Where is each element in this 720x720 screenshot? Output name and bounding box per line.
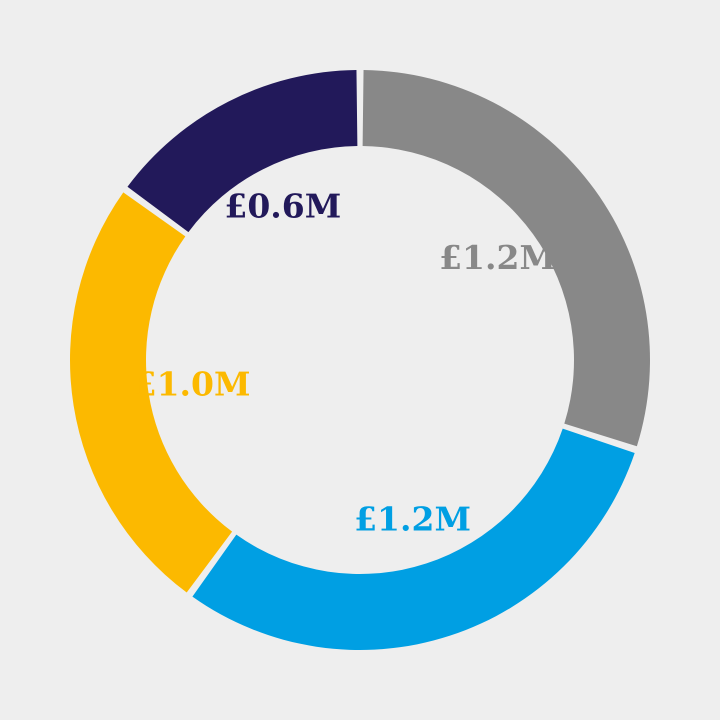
slice-label-1: £1.2M	[439, 238, 556, 277]
slice-label-4: £0.6M	[224, 187, 341, 226]
donut-slices	[70, 70, 650, 650]
donut-slice-2	[192, 428, 635, 650]
donut-slice-3	[70, 192, 233, 593]
slice-label-2: £1.2M	[354, 500, 471, 539]
donut-slice-4	[127, 70, 358, 233]
donut-slice-1	[362, 70, 650, 447]
slice-label-3: £1.0M	[134, 365, 251, 404]
slice-labels: £1.2M £1.2M £1.0M £0.6M	[134, 187, 556, 539]
